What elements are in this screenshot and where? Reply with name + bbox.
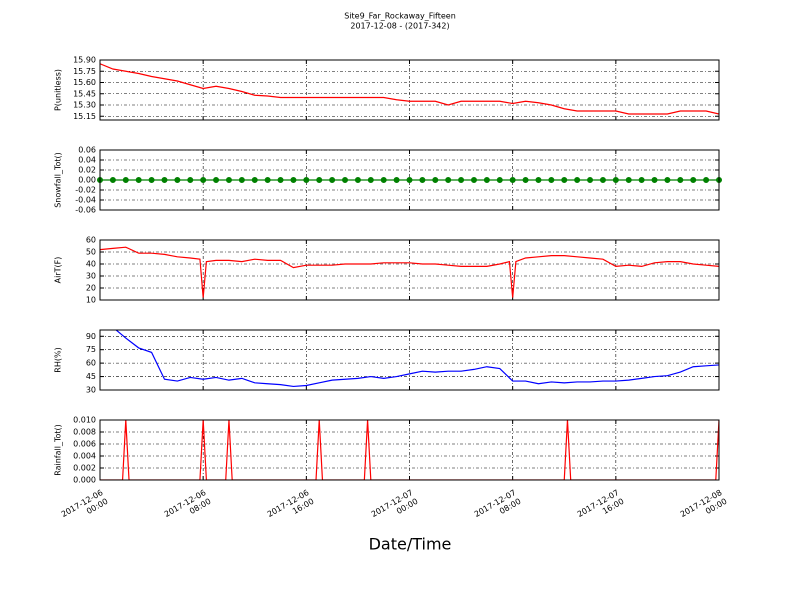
data-point (445, 177, 452, 183)
data-point (316, 177, 323, 183)
y-tick-label: 0.06 (78, 146, 96, 155)
y-tick-label: 0.02 (78, 166, 96, 175)
data-point (483, 177, 490, 183)
y-tick-label: -0.06 (75, 206, 96, 215)
data-point (277, 177, 284, 183)
data-line (100, 63, 719, 115)
y-tick-label: 15.15 (73, 112, 96, 121)
data-point (303, 177, 310, 183)
y-tick-label: 0.010 (73, 416, 96, 425)
y-tick-label: 15.45 (73, 89, 96, 98)
data-point (432, 177, 439, 183)
data-point (677, 177, 684, 183)
data-line (115, 330, 719, 388)
y-tick-label: -0.04 (75, 196, 96, 205)
data-point (213, 177, 220, 183)
y-tick-label: 30 (86, 272, 96, 281)
y-axis-label: Rainfall_Tot() (54, 424, 63, 476)
y-tick-label: 0.00 (78, 176, 96, 185)
data-point (342, 177, 349, 183)
y-tick-label: 90 (86, 332, 96, 341)
data-point (625, 177, 632, 183)
figure-subtitle: 2017-12-08 - (2017-342) (350, 22, 449, 31)
data-point (458, 177, 465, 183)
data-point (522, 177, 529, 183)
data-point (496, 177, 503, 183)
plot-frame (99, 149, 720, 211)
y-tick-label: 30 (86, 386, 96, 395)
y-tick-label: 60 (86, 236, 96, 245)
y-axis-label: Snowfall_Tot() (54, 152, 63, 208)
y-tick-label: 50 (86, 248, 96, 257)
y-tick-label: 15.90 (73, 56, 96, 65)
x-axis-label: Date/Time (369, 535, 452, 554)
data-point (200, 177, 207, 183)
plot-frame (99, 419, 720, 481)
data-point (599, 177, 606, 183)
y-tick-label: -0.02 (75, 186, 96, 195)
y-tick-label: 60 (86, 359, 96, 368)
plot-frame (99, 239, 720, 301)
data-point (419, 177, 426, 183)
y-tick-label: 0.008 (73, 428, 96, 437)
plot-frame (99, 59, 720, 121)
y-tick-label: 75 (86, 345, 96, 354)
data-point (587, 177, 594, 183)
data-point (367, 177, 374, 183)
data-point (354, 177, 361, 183)
data-point (690, 177, 697, 183)
y-tick-label: 45 (86, 372, 96, 381)
data-point (174, 177, 181, 183)
data-point (225, 177, 232, 183)
y-axis-label: P(unitless) (54, 69, 63, 111)
y-tick-label: 0.000 (73, 476, 96, 485)
y-tick-label: 15.60 (73, 78, 96, 87)
y-tick-label: 0.04 (78, 156, 96, 165)
data-point (612, 177, 619, 183)
data-point (406, 177, 413, 183)
y-tick-label: 0.006 (73, 440, 96, 449)
data-point (651, 177, 658, 183)
y-tick-label: 0.004 (73, 452, 96, 461)
data-point (187, 177, 194, 183)
data-line (100, 246, 719, 298)
data-point (638, 177, 645, 183)
plot-frame (99, 329, 720, 391)
y-tick-label: 15.30 (73, 101, 96, 110)
data-line (100, 420, 719, 480)
data-point (561, 177, 568, 183)
data-point (329, 177, 336, 183)
figure-title: Site9_Far_Rockaway_Fifteen (344, 12, 456, 21)
data-point (161, 177, 168, 183)
data-point (509, 177, 516, 183)
data-point (664, 177, 671, 183)
data-point (574, 177, 581, 183)
y-tick-label: 20 (86, 284, 96, 293)
data-point (264, 177, 271, 183)
data-point (290, 177, 297, 183)
data-point (535, 177, 542, 183)
data-point (393, 177, 400, 183)
y-tick-label: 10 (86, 296, 96, 305)
y-tick-label: 40 (86, 260, 96, 269)
data-point (135, 177, 142, 183)
data-point (548, 177, 555, 183)
data-point (470, 177, 477, 183)
y-tick-label: 15.75 (73, 67, 96, 76)
y-axis-label: RH(%) (54, 347, 63, 372)
data-point (380, 177, 387, 183)
data-point (148, 177, 155, 183)
y-axis-label: AirT(F) (54, 257, 63, 284)
y-tick-label: 0.002 (73, 464, 96, 473)
data-point (251, 177, 258, 183)
data-point (703, 177, 710, 183)
data-point (238, 177, 245, 183)
data-point (122, 177, 129, 183)
data-point (109, 177, 116, 183)
